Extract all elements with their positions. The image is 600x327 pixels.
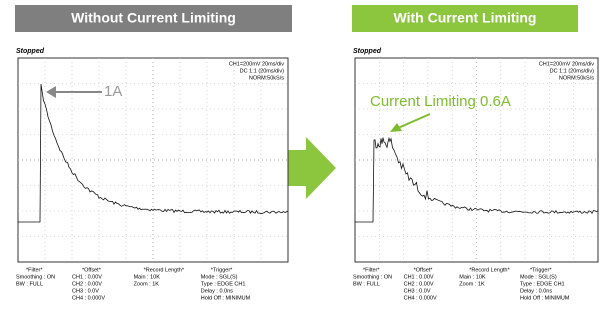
footer-text: *Offset* — [414, 267, 434, 273]
footer-text: *Trigger* — [530, 267, 552, 273]
footer-text: Hold Off : MINIMUM — [520, 295, 570, 301]
footer-text: CH3 : 0.0V — [404, 288, 431, 294]
footer-text: BW : FULL — [16, 281, 43, 287]
annotation: Current Limiting 0.6A — [370, 93, 511, 110]
footer-text: CH1 : 0.00V — [72, 274, 102, 280]
footer-text: Zoom : 1K — [459, 281, 485, 287]
footer-text: CH4 : 0.000V — [72, 295, 105, 301]
footer-text: CH1 : 0.00V — [404, 274, 434, 280]
header: Without Current Limiting — [71, 10, 236, 26]
footer-text: *Filter* — [363, 267, 380, 273]
footer-text: Main : 10K — [134, 274, 161, 280]
setting: DC 1:1 (20ms/div) — [550, 68, 594, 74]
status: Stopped — [353, 48, 382, 55]
footer-text: BW : FULL — [353, 281, 380, 287]
setting: CH1=200mV 20ms/div — [229, 61, 284, 67]
footer-text: *Record Length* — [469, 267, 510, 273]
footer-text: Main : 10K — [459, 274, 486, 280]
footer-text: CH4 : 0.000V — [404, 295, 437, 301]
footer-text: *Offset* — [82, 267, 102, 273]
footer-text: Type : EDGE CH1 — [520, 281, 565, 287]
footer-text: *Trigger* — [211, 267, 233, 273]
footer-text: CH2 : 0.00V — [404, 281, 434, 287]
setting: NORM:50kS/s — [559, 75, 594, 81]
status: Stopped — [16, 48, 45, 55]
footer-text: Hold Off : MINIMUM — [201, 295, 251, 301]
figure: Without Current Limiting Stopped CH1=200mV… — [0, 0, 600, 327]
footer-text: Delay : 0.0ns — [520, 288, 552, 294]
footer-text: CH2 : 0.00V — [72, 281, 102, 287]
header: With Current Limiting — [394, 10, 537, 26]
footer-text: Delay : 0.0ns — [201, 288, 233, 294]
setting: CH1=200mV 20ms/div — [539, 61, 594, 67]
footer-text: Zoom : 1K — [134, 281, 160, 287]
footer-text: Smoothing : ON — [353, 274, 392, 280]
setting: NORM:50kS/s — [249, 75, 284, 81]
footer-text: Mode : SGL(S) — [520, 274, 557, 280]
annotation: 1A — [104, 83, 122, 100]
footer-text: Type : EDGE CH1 — [201, 281, 246, 287]
setting: DC 1:1 (20ms/div) — [240, 68, 284, 74]
footer-text: Smoothing : ON — [16, 274, 55, 280]
footer-text: *Record Length* — [144, 267, 185, 273]
footer-text: CH3 : 0.0V — [72, 288, 99, 294]
footer-text: *Filter* — [26, 267, 43, 273]
footer-text: Mode : SGL(S) — [201, 274, 238, 280]
